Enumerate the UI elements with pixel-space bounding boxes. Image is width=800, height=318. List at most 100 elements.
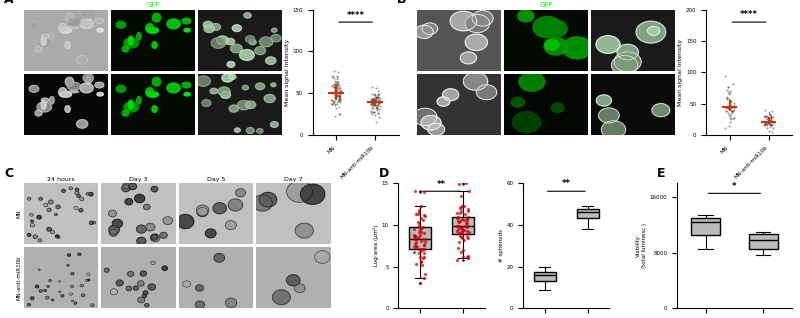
Polygon shape bbox=[69, 187, 73, 190]
Y-axis label: MN-anti-miR10b: MN-anti-miR10b bbox=[16, 255, 22, 300]
Polygon shape bbox=[218, 87, 230, 96]
Point bbox=[462, 189, 475, 194]
Polygon shape bbox=[66, 13, 74, 22]
Point bbox=[370, 102, 383, 107]
Point bbox=[412, 211, 425, 217]
Polygon shape bbox=[60, 28, 71, 33]
Polygon shape bbox=[86, 76, 91, 84]
Title: GFP: GFP bbox=[539, 3, 553, 9]
Polygon shape bbox=[37, 102, 51, 112]
Point bbox=[372, 110, 385, 115]
Point bbox=[414, 227, 426, 232]
Point bbox=[723, 90, 736, 95]
Polygon shape bbox=[286, 275, 300, 286]
Polygon shape bbox=[60, 92, 71, 97]
Polygon shape bbox=[466, 34, 487, 51]
Polygon shape bbox=[88, 279, 90, 281]
Point bbox=[334, 99, 346, 104]
Point bbox=[451, 246, 464, 251]
Polygon shape bbox=[226, 298, 237, 308]
Point bbox=[451, 228, 464, 233]
Point bbox=[408, 233, 421, 238]
Point bbox=[763, 118, 776, 123]
Polygon shape bbox=[86, 12, 91, 20]
Point bbox=[461, 235, 474, 240]
Polygon shape bbox=[30, 220, 34, 222]
Polygon shape bbox=[428, 123, 445, 135]
Polygon shape bbox=[67, 18, 81, 26]
Title: Day 5: Day 5 bbox=[207, 177, 226, 182]
Polygon shape bbox=[54, 213, 58, 216]
Polygon shape bbox=[545, 40, 559, 50]
Point bbox=[728, 106, 741, 111]
Point bbox=[365, 108, 378, 113]
Point bbox=[366, 100, 379, 105]
Polygon shape bbox=[78, 253, 81, 256]
Polygon shape bbox=[122, 110, 129, 116]
Polygon shape bbox=[222, 74, 233, 82]
Polygon shape bbox=[183, 281, 190, 287]
Point bbox=[761, 121, 774, 126]
Point bbox=[723, 101, 736, 106]
Point bbox=[330, 85, 343, 90]
Polygon shape bbox=[213, 203, 226, 214]
Point bbox=[727, 108, 740, 114]
Polygon shape bbox=[148, 284, 155, 290]
Point bbox=[719, 108, 732, 114]
Point bbox=[328, 82, 341, 87]
Y-axis label: Log-area (μm²): Log-area (μm²) bbox=[373, 225, 379, 266]
Point bbox=[370, 98, 382, 103]
Polygon shape bbox=[450, 11, 477, 31]
Point bbox=[419, 271, 432, 276]
Polygon shape bbox=[229, 74, 236, 80]
Point bbox=[463, 230, 476, 235]
Polygon shape bbox=[58, 291, 61, 293]
Polygon shape bbox=[35, 110, 42, 116]
Polygon shape bbox=[137, 32, 141, 40]
Point bbox=[333, 93, 346, 98]
Point bbox=[370, 95, 383, 100]
Point bbox=[460, 181, 473, 186]
Polygon shape bbox=[460, 52, 477, 64]
Point bbox=[328, 87, 341, 93]
Point bbox=[719, 74, 732, 79]
Point bbox=[418, 231, 430, 236]
Point bbox=[417, 224, 430, 229]
Polygon shape bbox=[206, 229, 216, 238]
Point bbox=[410, 239, 422, 245]
Polygon shape bbox=[437, 97, 450, 106]
Point bbox=[414, 226, 427, 231]
Polygon shape bbox=[244, 13, 251, 18]
Point bbox=[461, 231, 474, 236]
Point bbox=[373, 98, 386, 103]
Polygon shape bbox=[221, 91, 230, 99]
Polygon shape bbox=[152, 13, 161, 22]
PathPatch shape bbox=[749, 234, 778, 249]
Point bbox=[410, 261, 422, 266]
Point bbox=[331, 100, 344, 105]
Point bbox=[462, 207, 474, 212]
Point bbox=[724, 100, 737, 105]
Point bbox=[410, 235, 422, 240]
Polygon shape bbox=[232, 25, 242, 31]
Point bbox=[721, 87, 734, 93]
Polygon shape bbox=[38, 239, 42, 242]
Point bbox=[458, 212, 471, 217]
Polygon shape bbox=[67, 82, 81, 90]
Point bbox=[461, 217, 474, 222]
Point bbox=[727, 107, 740, 113]
Point bbox=[333, 83, 346, 88]
Point bbox=[759, 114, 772, 119]
Y-axis label: Viability
(total luminesc.): Viability (total luminesc.) bbox=[636, 223, 647, 268]
Polygon shape bbox=[112, 219, 122, 228]
Polygon shape bbox=[204, 25, 214, 32]
Point bbox=[370, 104, 382, 109]
Point bbox=[372, 98, 385, 103]
Polygon shape bbox=[52, 299, 54, 301]
Point bbox=[763, 113, 776, 118]
Polygon shape bbox=[127, 272, 134, 276]
Polygon shape bbox=[257, 128, 263, 133]
Polygon shape bbox=[55, 235, 58, 238]
PathPatch shape bbox=[409, 227, 430, 249]
Point bbox=[328, 86, 341, 91]
